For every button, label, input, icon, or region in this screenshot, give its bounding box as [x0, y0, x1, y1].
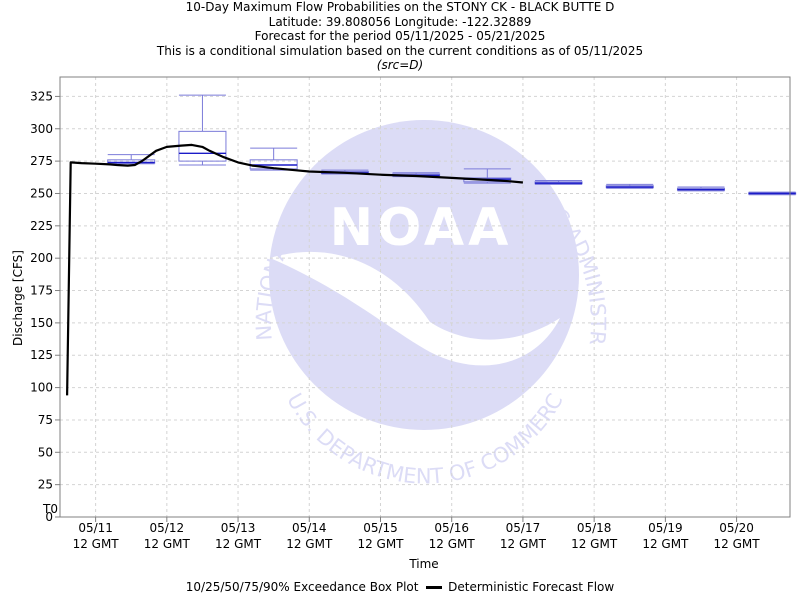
- x-tick-label-time: 12 GMT: [73, 537, 120, 551]
- y-tick-label: 225: [30, 219, 53, 233]
- x-tick-label-time: 12 GMT: [571, 537, 618, 551]
- x-tick-label-time: 12 GMT: [357, 537, 404, 551]
- x-tick-label-date: 05/13: [221, 521, 256, 535]
- forecast-period: Forecast for the period 05/11/2025 - 05/…: [254, 29, 546, 43]
- deterministic-flow-line: [66, 143, 524, 396]
- y-tick-label: 75: [38, 413, 53, 427]
- legend-line-swatch: [426, 586, 443, 589]
- legend-box-plot-label: 10/25/50/75/90% Exceedance Box Plot: [185, 580, 419, 594]
- forecast-series: [66, 143, 524, 396]
- y-tick-label: 300: [30, 122, 53, 136]
- x-tick-label-date: 05/19: [648, 521, 683, 535]
- y-tick-label: 50: [38, 445, 53, 459]
- x-tick-label-date: 05/15: [363, 521, 398, 535]
- y-axis: 0 25 50 75 100 125 150 175 200 225 250 275 300 325: [30, 89, 60, 524]
- x-tick-label-date: 05/14: [292, 521, 327, 535]
- y-tick-label: 200: [30, 251, 53, 265]
- plot-frame: [59, 76, 791, 518]
- noaa-watermark-bird: [270, 251, 560, 366]
- x-tick-label-time: 12 GMT: [286, 537, 333, 551]
- exceedance-box: [178, 94, 227, 166]
- legend-line-label: Deterministic Forecast Flow: [448, 580, 615, 594]
- t0-marker-label: T0: [42, 502, 58, 516]
- chart-title: 10-Day Maximum Flow Probabilities on the…: [185, 0, 615, 14]
- x-tick-label-date: 05/20: [719, 521, 754, 535]
- exceedance-box: [605, 183, 654, 189]
- x-tick-label-time: 12 GMT: [642, 537, 689, 551]
- y-tick-label: 25: [38, 478, 53, 492]
- chart-legend: 10/25/50/75/90% Exceedance Box Plot Dete…: [0, 580, 800, 594]
- x-axis: 05/11 12 GMT 05/12 12 GMT 05/13 12 GMT 05/14 12…: [42, 502, 760, 551]
- y-tick-label: 150: [30, 316, 53, 330]
- exceedance-box: [748, 191, 797, 196]
- y-tick-label: 325: [30, 89, 53, 103]
- noaa-logo-text: NOAA: [330, 198, 513, 258]
- y-tick-label: 250: [30, 186, 53, 200]
- exceedance-box: [534, 180, 583, 185]
- x-tick-label-time: 12 GMT: [429, 537, 476, 551]
- chart-header: 10-Day Maximum Flow Probabilities on the…: [0, 0, 800, 73]
- exceedance-box: [676, 186, 725, 192]
- location-coordinates: Latitude: 39.808056 Longitude: -122.3288…: [268, 14, 532, 29]
- y-tick-label: 100: [30, 381, 53, 395]
- exceedance-box: [107, 154, 156, 165]
- y-axis-label: Discharge [CFS]: [11, 250, 25, 346]
- simulation-note: This is a conditional simulation based o…: [156, 43, 644, 58]
- x-tick-label-time: 12 GMT: [215, 537, 262, 551]
- x-tick-label-date: 05/11: [78, 521, 113, 535]
- noaa-watermark: NOAA NATIONAL OCEANIC AND ATMOSPHERIC AD…: [0, 0, 610, 489]
- x-tick-label-date: 05/12: [150, 521, 185, 535]
- source-label: (src=D): [376, 58, 424, 72]
- x-axis-label: Time: [408, 557, 438, 571]
- y-tick-label: 125: [30, 348, 53, 362]
- x-tick-label-time: 12 GMT: [144, 537, 191, 551]
- y-tick-label: 275: [30, 154, 53, 168]
- x-tick-label-date: 05/17: [506, 521, 541, 535]
- y-tick-label: 0: [45, 510, 53, 524]
- x-tick-label-date: 05/16: [434, 521, 469, 535]
- x-tick-label-date: 05/18: [577, 521, 612, 535]
- x-tick-label-time: 12 GMT: [714, 537, 761, 551]
- grid-lines: [59, 77, 790, 518]
- x-tick-label-time: 12 GMT: [500, 537, 547, 551]
- y-tick-label: 175: [30, 284, 53, 298]
